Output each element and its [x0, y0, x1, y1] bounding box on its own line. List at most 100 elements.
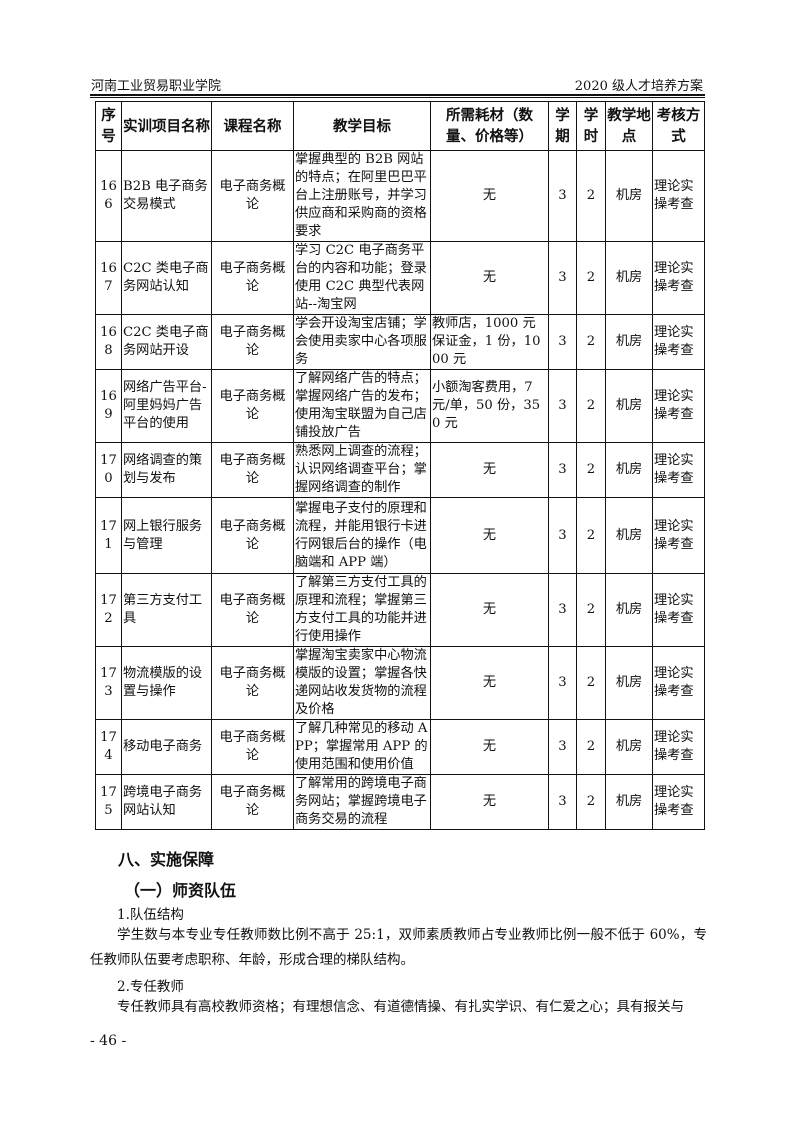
cell-assessment: 理论实操考查	[652, 150, 705, 242]
cell-assessment: 理论实操考查	[652, 314, 705, 370]
cell-semester: 3	[548, 573, 577, 647]
table-row: 169 网络广告平台-阿里妈妈广告平台的使用 电子商务概论 了解网络广告的特点；掌握网…	[95, 369, 705, 443]
cell-hours: 2	[576, 719, 606, 775]
cell-hours: 2	[576, 314, 606, 370]
cell-assessment: 理论实操考查	[652, 497, 705, 574]
item-heading-team-structure: 1.队伍结构	[117, 907, 184, 923]
cell-project-name: 网上银行服务与管理	[121, 497, 212, 574]
training-projects-table: 序号 实训项目名称 课程名称 教学目标 所需耗材（数量、价格等） 学期 学时 教学地点 考核方式…	[95, 101, 705, 830]
header-divider	[90, 94, 705, 98]
cell-index: 171	[95, 497, 122, 574]
cell-project-name: 第三方支付工具	[121, 573, 212, 647]
cell-hours: 2	[576, 573, 606, 647]
cell-project-name: 网络调查的策划与发布	[121, 442, 212, 498]
cell-hours: 2	[576, 646, 606, 720]
cell-assessment: 理论实操考查	[652, 241, 705, 315]
cell-index: 169	[95, 369, 122, 443]
item-heading-full-time-teachers: 2.专任教师	[117, 979, 184, 995]
cell-course-name: 电子商务概论	[211, 150, 294, 242]
table-row: 171 网上银行服务与管理 电子商务概论 掌握电子支付的原理和流程，并能用银行卡进行网…	[95, 497, 705, 574]
cell-course-name: 电子商务概论	[211, 314, 294, 370]
cell-teaching-goal: 熟悉网上调查的流程；认识网络调查平台；掌握网络调查的制作	[293, 442, 431, 498]
cell-semester: 3	[548, 369, 577, 443]
cell-consumables: 无	[430, 150, 549, 242]
cell-project-name: C2C 类电子商务网站认知	[121, 241, 212, 315]
cell-teaching-goal: 了解几种常见的移动 APP；掌握常用 APP 的使用范围和使用价值	[293, 719, 431, 775]
table-header-row: 序号 实训项目名称 课程名称 教学目标 所需耗材（数量、价格等） 学期 学时 教学地点 考核方式	[95, 101, 705, 151]
table-row: 173 物流模版的设置与操作 电子商务概论 掌握淘宝卖家中心物流模版的设置；掌握各快递…	[95, 646, 705, 720]
cell-project-name: 跨境电子商务网站认知	[121, 774, 212, 830]
cell-teaching-goal: 了解网络广告的特点；掌握网络广告的发布；使用淘宝联盟为自己店铺投放广告	[293, 369, 431, 443]
cell-index: 166	[95, 150, 122, 242]
cell-assessment: 理论实操考查	[652, 646, 705, 720]
cell-teaching-goal: 掌握淘宝卖家中心物流模版的设置；掌握各快递网站收发货物的流程及价格	[293, 646, 431, 720]
cell-index: 168	[95, 314, 122, 370]
paragraph-full-time-teachers: 专任教师具有高校教师资格；有理想信念、有道德情操、有扎实学识、有仁爱之心；具有报…	[117, 999, 684, 1015]
cell-hours: 2	[576, 150, 606, 242]
cell-semester: 3	[548, 719, 577, 775]
cell-course-name: 电子商务概论	[211, 646, 294, 720]
cell-consumables: 无	[430, 719, 549, 775]
running-header-institution: 河南工业贸易职业学院	[91, 79, 222, 94]
cell-teaching-goal: 掌握典型的 B2B 网站的特点；在阿里巴巴平台上注册账号，并学习供应商和采购商的…	[293, 150, 431, 242]
cell-course-name: 电子商务概论	[211, 241, 294, 315]
cell-course-name: 电子商务概论	[211, 774, 294, 830]
cell-semester: 3	[548, 241, 577, 315]
cell-location: 机房	[605, 573, 653, 647]
cell-course-name: 电子商务概论	[211, 719, 294, 775]
paragraph-team-structure: 学生数与本专业专任教师数比例不高于 25:1，双师素质教师占专业教师比例一般不低…	[90, 927, 707, 968]
cell-assessment: 理论实操考查	[652, 719, 705, 775]
cell-hours: 2	[576, 774, 606, 830]
cell-location: 机房	[605, 646, 653, 720]
cell-location: 机房	[605, 150, 653, 242]
cell-course-name: 电子商务概论	[211, 497, 294, 574]
cell-hours: 2	[576, 497, 606, 574]
cell-semester: 3	[548, 314, 577, 370]
cell-teaching-goal: 学习 C2C 电子商务平台的内容和功能；登录使用 C2C 典型代表网站--淘宝网	[293, 241, 431, 315]
cell-index: 175	[95, 774, 122, 830]
cell-teaching-goal: 掌握电子支付的原理和流程，并能用银行卡进行网银后台的操作（电脑端和 APP 端）	[293, 497, 431, 574]
cell-hours: 2	[576, 369, 606, 443]
cell-consumables: 无	[430, 646, 549, 720]
cell-index: 174	[95, 719, 122, 775]
cell-location: 机房	[605, 241, 653, 315]
cell-semester: 3	[548, 646, 577, 720]
cell-index: 170	[95, 442, 122, 498]
column-header-consumables: 所需耗材（数量、价格等）	[430, 101, 549, 151]
column-header-location: 教学地点	[605, 101, 653, 151]
cell-consumables: 无	[430, 774, 549, 830]
section-title: 八、实施保障	[118, 850, 215, 869]
running-header-document: 2020 级人才培养方案	[574, 79, 703, 94]
cell-location: 机房	[605, 497, 653, 574]
column-header-teaching-goal: 教学目标	[293, 101, 431, 151]
cell-teaching-goal: 学会开设淘宝店铺；学会使用卖家中心各项服务	[293, 314, 431, 370]
table-row: 175 跨境电子商务网站认知 电子商务概论 了解常用的跨境电子商务网站；掌握跨境电子商…	[95, 774, 705, 830]
cell-semester: 3	[548, 497, 577, 574]
cell-assessment: 理论实操考查	[652, 774, 705, 830]
cell-location: 机房	[605, 442, 653, 498]
cell-consumables: 教师店，1000 元保证金，1 份，1000 元	[430, 314, 549, 370]
cell-consumables: 无	[430, 497, 549, 574]
cell-location: 机房	[605, 719, 653, 775]
cell-assessment: 理论实操考查	[652, 369, 705, 443]
cell-hours: 2	[576, 241, 606, 315]
cell-project-name: 移动电子商务	[121, 719, 212, 775]
table-row: 168 C2C 类电子商务网站开设 电子商务概论 学会开设淘宝店铺；学会使用卖家中心各…	[95, 314, 705, 370]
column-header-semester: 学期	[548, 101, 577, 151]
cell-project-name: 物流模版的设置与操作	[121, 646, 212, 720]
column-header-project-name: 实训项目名称	[121, 101, 212, 151]
subsection-title: （一）师资队伍	[124, 881, 237, 900]
cell-semester: 3	[548, 774, 577, 830]
column-header-index: 序号	[95, 101, 122, 151]
cell-consumables: 无	[430, 442, 549, 498]
page-number: - 46 -	[90, 1033, 127, 1049]
cell-assessment: 理论实操考查	[652, 442, 705, 498]
cell-teaching-goal: 了解第三方支付工具的原理和流程；掌握第三方支付工具的功能并进行使用操作	[293, 573, 431, 647]
cell-semester: 3	[548, 150, 577, 242]
cell-project-name: C2C 类电子商务网站开设	[121, 314, 212, 370]
cell-semester: 3	[548, 442, 577, 498]
table-row: 167 C2C 类电子商务网站认知 电子商务概论 学习 C2C 电子商务平台的内容和功…	[95, 241, 705, 315]
table-row: 174 移动电子商务 电子商务概论 了解几种常见的移动 APP；掌握常用 APP 的使…	[95, 719, 705, 775]
cell-index: 167	[95, 241, 122, 315]
cell-location: 机房	[605, 314, 653, 370]
